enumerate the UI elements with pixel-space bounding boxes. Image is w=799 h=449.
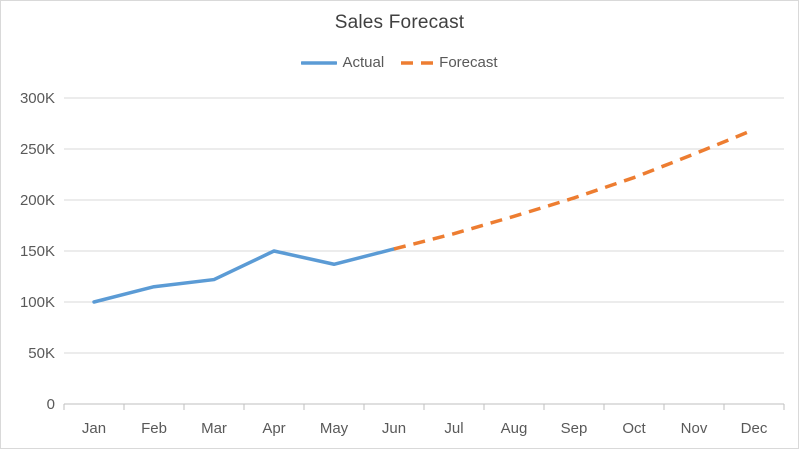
x-axis-tick-label: Feb bbox=[141, 420, 167, 437]
x-axis-tick-label: Jul bbox=[444, 420, 463, 437]
chart-title[interactable]: Sales Forecast bbox=[334, 12, 465, 33]
y-axis-tick-label: 250K bbox=[20, 141, 55, 158]
actual-series-line[interactable] bbox=[92, 247, 396, 304]
legend-item-forecast[interactable]: Forecast bbox=[400, 54, 498, 71]
legend-label-actual: Actual bbox=[342, 54, 385, 71]
x-axis-tick-label: Nov bbox=[681, 420, 708, 437]
actual-line-sample-icon bbox=[301, 60, 338, 65]
y-axis-tick-label: 100K bbox=[20, 294, 55, 311]
x-axis-tick-label: Apr bbox=[262, 420, 285, 437]
y-axis-tick-label: 300K bbox=[20, 90, 55, 107]
x-axis-tick-label: Dec bbox=[741, 420, 768, 437]
forecast-series-line[interactable] bbox=[393, 127, 755, 251]
forecast-line-sample-icon bbox=[401, 60, 434, 65]
legend-label-forecast: Forecast bbox=[439, 54, 498, 71]
x-axis-tick-label: Aug bbox=[501, 420, 528, 437]
x-axis-tick-label: Jun bbox=[382, 420, 406, 437]
y-axis-tick-label: 150K bbox=[20, 243, 55, 260]
x-axis-tick-label: Sep bbox=[561, 420, 588, 437]
legend: Actual Forecast bbox=[1, 54, 798, 71]
x-axis-tick-label: May bbox=[320, 420, 349, 437]
legend-item-actual[interactable]: Actual bbox=[301, 54, 384, 71]
x-axis-tick-label: Jan bbox=[82, 420, 106, 437]
x-axis-tick-label: Mar bbox=[201, 420, 227, 437]
y-axis-tick-label: 50K bbox=[28, 345, 55, 362]
y-axis-tick-label: 0 bbox=[47, 396, 55, 413]
x-axis-tick-label: Oct bbox=[622, 420, 646, 437]
y-axis-tick-label: 200K bbox=[20, 192, 55, 209]
